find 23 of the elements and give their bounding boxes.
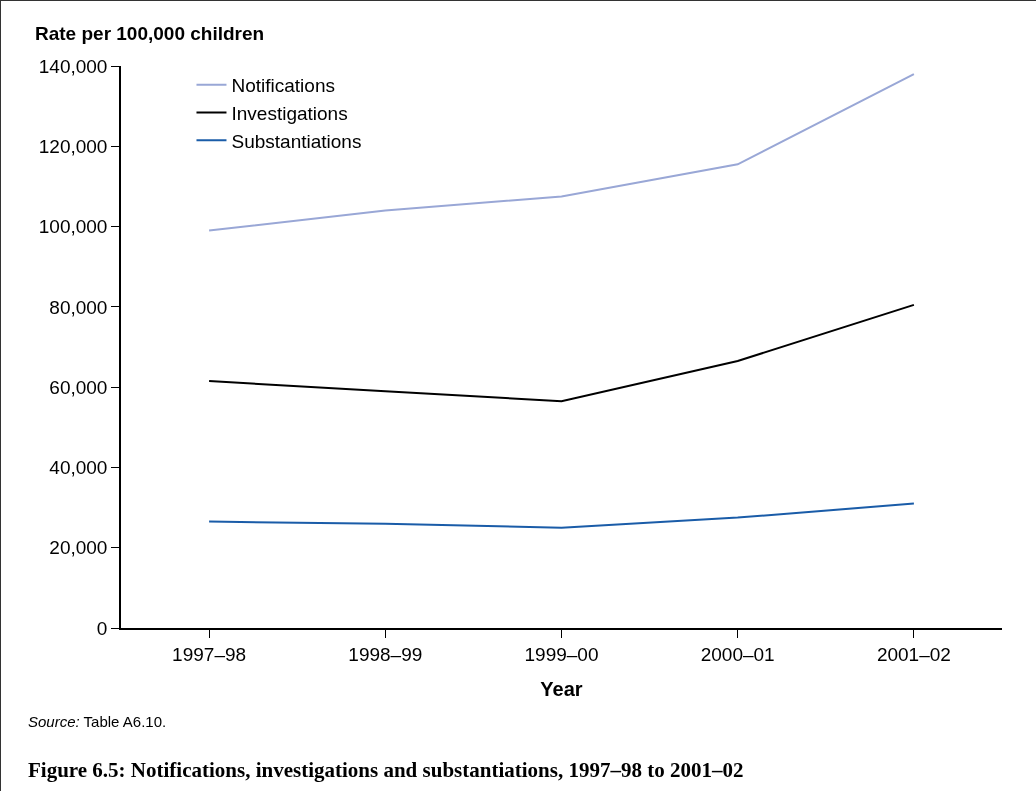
line-series bbox=[208, 73, 915, 232]
legend-label: Substantiations bbox=[231, 130, 362, 152]
y-tick-label: 120,000 bbox=[38, 135, 108, 157]
y-tick-label: 100,000 bbox=[38, 216, 108, 238]
y-axis-title: Rate per 100,000 children bbox=[35, 23, 265, 44]
x-tick-label: 2001–02 bbox=[876, 643, 951, 665]
x-tick-label: 1997–98 bbox=[172, 643, 247, 665]
x-tick-label: 2000–01 bbox=[700, 643, 775, 665]
x-axis-title: Year bbox=[540, 677, 583, 700]
y-tick-label: 40,000 bbox=[49, 457, 108, 479]
source-note: Source: Table A6.10. bbox=[28, 713, 167, 730]
line-series bbox=[208, 502, 915, 529]
x-tick-label: 1998–99 bbox=[348, 643, 423, 665]
y-tick-label: 140,000 bbox=[38, 55, 108, 77]
legend-label: Notifications bbox=[231, 75, 335, 97]
y-tick-label: 0 bbox=[96, 617, 108, 639]
x-tick-label: 1999–00 bbox=[524, 643, 599, 665]
y-tick-label: 80,000 bbox=[49, 296, 108, 318]
legend-label: Investigations bbox=[231, 102, 348, 124]
line-series bbox=[208, 303, 915, 403]
text: Figure 6.5: Notifications, investigations and substantiations, 1997–98 to 2001–02 bbox=[28, 758, 744, 782]
y-tick-label: 20,000 bbox=[49, 537, 108, 559]
y-tick-label: 60,000 bbox=[49, 376, 108, 398]
